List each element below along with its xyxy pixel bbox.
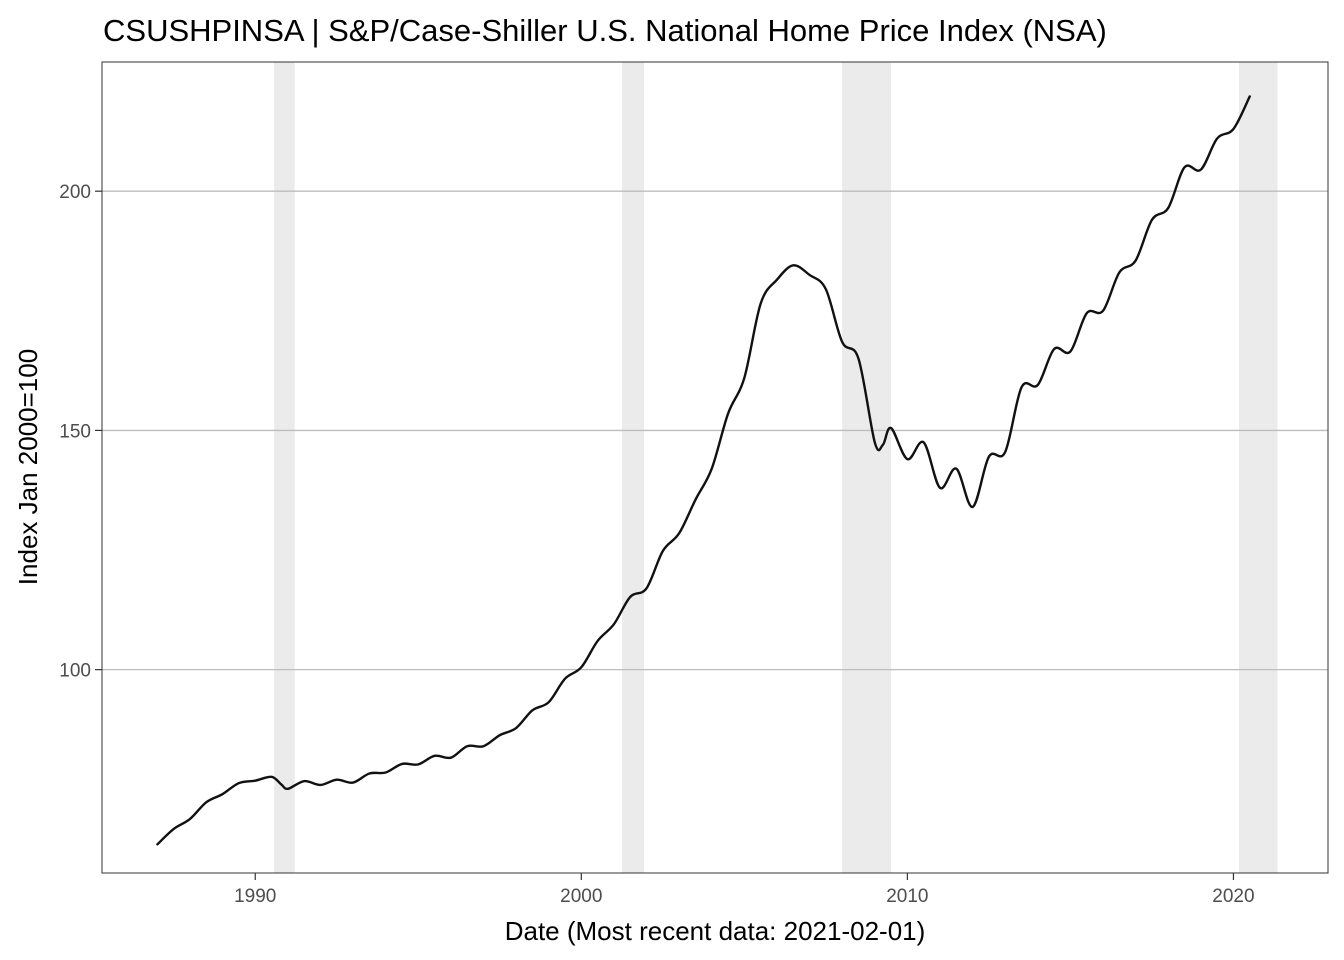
x-tick-label-2020: 2020 (1212, 886, 1254, 907)
y-tick-label-200: 200 (59, 182, 91, 203)
y-axis: 100 150 200 (59, 182, 102, 682)
chart-title: CSUSHPINSA | S&P/Case-Shiller U.S. Natio… (103, 13, 1107, 48)
x-axis-title: Date (Most recent data: 2021-02-01) (505, 916, 926, 946)
recession-band-3 (842, 62, 892, 873)
x-axis: 1990 2000 2010 2020 (234, 873, 1255, 907)
recession-band-1 (274, 62, 295, 873)
gridlines (102, 190, 1328, 671)
recession-band-2 (622, 62, 644, 873)
recession-bands (274, 62, 1278, 873)
series-layer (156, 95, 1251, 846)
y-axis-title: Index Jan 2000=100 (13, 349, 43, 585)
plot-panel-border (101, 61, 1329, 874)
recession-band-4 (1238, 62, 1278, 873)
y-tick-label-150: 150 (59, 421, 91, 442)
x-tick-label-2010: 2010 (886, 886, 928, 907)
x-tick-label-2000: 2000 (560, 886, 602, 907)
y-tick-label-100: 100 (59, 661, 91, 682)
series-line-1 (156, 95, 1251, 846)
x-tick-label-1990: 1990 (234, 886, 276, 907)
